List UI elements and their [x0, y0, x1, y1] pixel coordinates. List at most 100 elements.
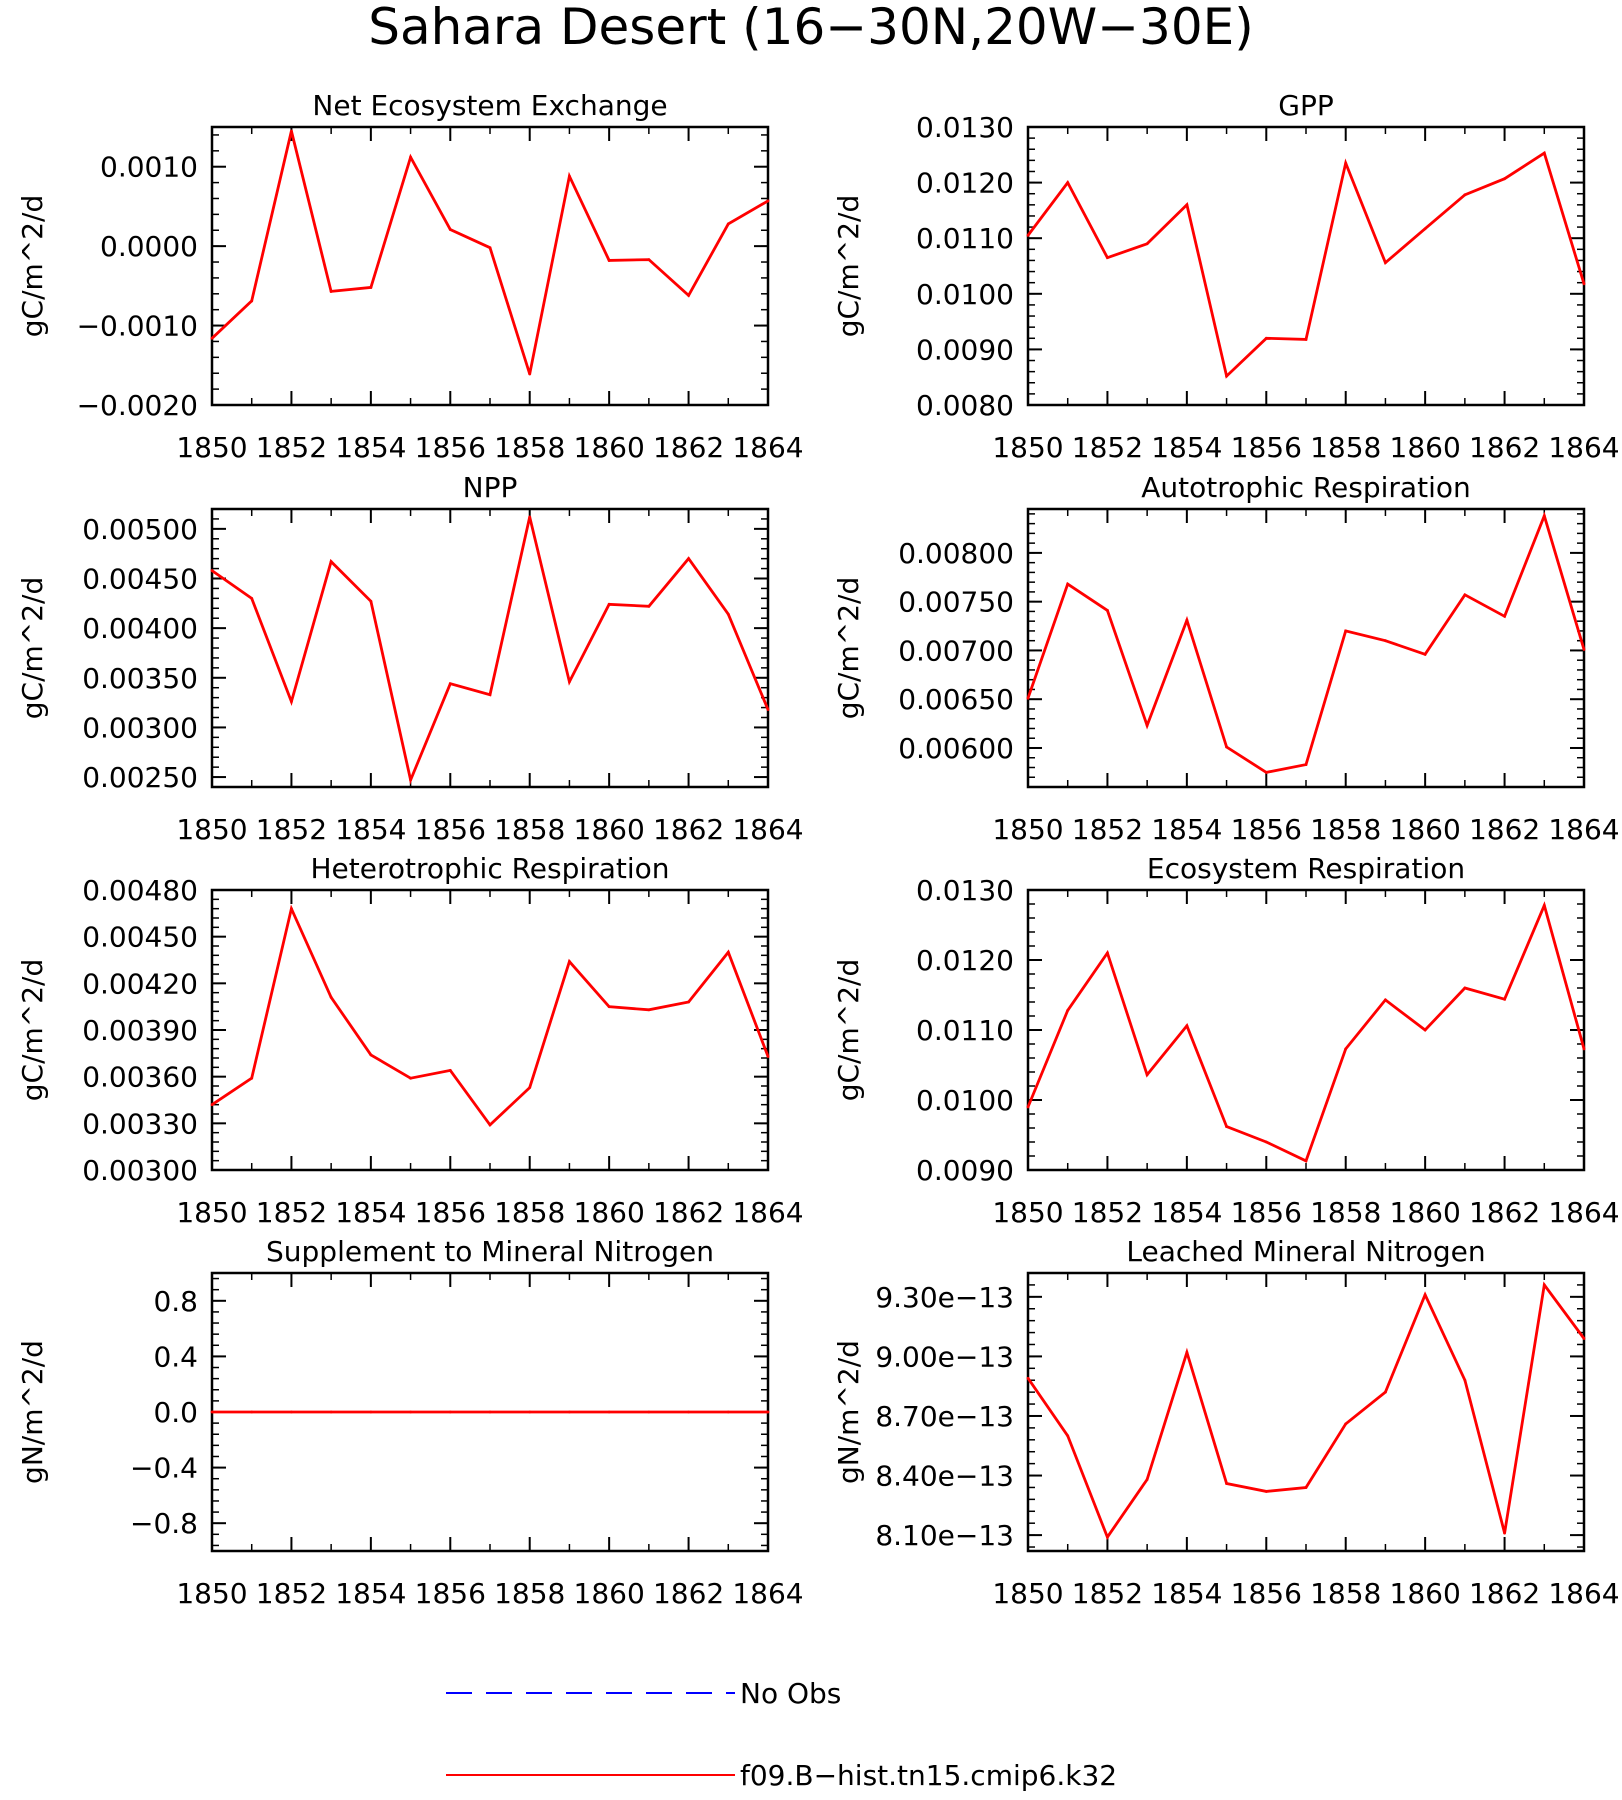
x-tick-label: 1852 — [1072, 1577, 1143, 1610]
y-tick-label: 0.0130 — [916, 111, 1014, 144]
x-tick-label: 1854 — [1151, 1577, 1222, 1610]
x-tick-label: 1864 — [732, 813, 803, 846]
panel-title: Net Ecosystem Exchange — [312, 89, 667, 122]
data-point — [210, 1103, 214, 1107]
y-tick-label: 0.00350 — [82, 662, 198, 695]
data-point — [210, 336, 214, 340]
y-tick-label: 0.0080 — [916, 389, 1014, 422]
x-tick-label: 1852 — [256, 1196, 327, 1229]
panel-4: Autotrophic Respiration gC/m^2/d 0.00600 0.… — [832, 471, 1620, 846]
x-tick-label: 1858 — [1310, 1577, 1381, 1610]
data-point — [1503, 997, 1506, 1001]
data-point — [210, 569, 214, 572]
plot-frame — [210, 507, 770, 789]
x-tick-label: 1860 — [1390, 1196, 1461, 1229]
x-tick-label: 1860 — [574, 431, 645, 464]
y-tick-label: 0.00450 — [82, 563, 198, 596]
data-point — [1542, 151, 1546, 155]
y-tick-label: 0.0090 — [916, 1154, 1014, 1187]
x-tick-label: 1864 — [1548, 1577, 1619, 1610]
data-point — [607, 1005, 611, 1009]
x-tick-label: 1864 — [732, 431, 803, 464]
x-tick-label: 1860 — [574, 813, 645, 846]
y-tick-label: −0.0020 — [77, 389, 198, 422]
x-tick-label: 1862 — [653, 813, 724, 846]
x-tick-label: 1856 — [415, 1196, 486, 1229]
data-point — [766, 708, 770, 711]
data-point — [647, 258, 651, 262]
data-point — [329, 995, 333, 999]
y-tick-label: 0.00250 — [82, 761, 198, 794]
data-point — [1304, 763, 1308, 766]
data-point — [290, 129, 293, 133]
data-point — [726, 1410, 730, 1414]
y-tick-label: 0.0130 — [916, 874, 1014, 907]
x-tick-label: 1850 — [992, 1577, 1063, 1610]
y-axis-label: gC/m^2/d — [16, 577, 49, 720]
y-tick-label: 0.00330 — [82, 1107, 198, 1140]
y-axis-label: gN/m^2/d — [832, 1340, 865, 1484]
y-tick-label: 0.0120 — [916, 944, 1014, 977]
x-tick-label: 1856 — [1231, 1196, 1302, 1229]
data-point — [1384, 261, 1387, 265]
y-tick-label: 0.00750 — [898, 586, 1014, 619]
x-tick-label: 1862 — [653, 1577, 724, 1610]
panel-5: Heterotrophic Respiration gC/m^2/d 0.00300… — [16, 852, 804, 1229]
data-point — [1423, 1293, 1427, 1297]
data-point — [1542, 904, 1546, 907]
y-tick-label: 9.00e−13 — [875, 1340, 1014, 1373]
series-line — [1026, 150, 1586, 379]
x-tick-label: 1854 — [1151, 1196, 1222, 1229]
data-point — [448, 228, 452, 231]
panel-7: Supplement to Mineral Nitrogen gN/m^2/d −0… — [16, 1235, 804, 1610]
x-tick-label: 1856 — [1231, 813, 1302, 846]
data-point — [1384, 639, 1387, 643]
x-tick-label: 1854 — [1151, 431, 1222, 464]
data-point — [290, 700, 293, 704]
series-line — [211, 516, 770, 785]
data-point — [1344, 1422, 1348, 1426]
legend-entry: f09.B−hist.tn15.cmip6.k32 — [446, 1759, 1117, 1792]
plot-frame — [210, 125, 770, 407]
data-point — [1463, 986, 1467, 990]
y-tick-label: −0.0010 — [77, 310, 198, 343]
main-title: Sahara Desert (16−30N,20W−30E) — [368, 0, 1254, 56]
x-tick-label: 1850 — [176, 1577, 247, 1610]
x-tick-label: 1860 — [1390, 1577, 1461, 1610]
y-tick-label: 0.00600 — [898, 732, 1014, 765]
x-tick-label: 1858 — [494, 1577, 565, 1610]
data-point — [1264, 1140, 1268, 1144]
data-point — [1582, 648, 1586, 651]
data-point — [1304, 337, 1308, 341]
data-point — [766, 1410, 770, 1414]
data-point — [687, 1000, 690, 1004]
data-point — [528, 515, 532, 519]
x-tick-label: 1854 — [335, 431, 406, 464]
y-tick-label: 0.0010 — [100, 151, 198, 184]
data-point — [329, 1410, 333, 1414]
y-tick-label: 0.0100 — [916, 1084, 1014, 1117]
data-point — [329, 560, 333, 564]
data-point — [1423, 652, 1427, 656]
data-point — [290, 1410, 293, 1414]
data-point — [528, 372, 532, 376]
y-tick-label: 0.00300 — [82, 711, 198, 744]
y-tick-label: 0.0110 — [916, 222, 1014, 255]
x-tick-label: 1850 — [992, 431, 1063, 464]
data-point — [1185, 1351, 1189, 1354]
plot-frame — [210, 888, 770, 1172]
x-tick-label: 1852 — [1072, 813, 1143, 846]
legend-entry: No Obs — [446, 1677, 841, 1710]
data-point — [1106, 1535, 1109, 1539]
y-tick-label: 0.0110 — [916, 1014, 1014, 1047]
y-axis-label: gC/m^2/d — [16, 959, 49, 1102]
panel-title: Ecosystem Respiration — [1147, 852, 1465, 885]
series-line — [1026, 1281, 1586, 1541]
y-axis-label: gC/m^2/d — [832, 959, 865, 1102]
x-tick-label: 1856 — [1231, 431, 1302, 464]
panel-title: Autotrophic Respiration — [1141, 471, 1470, 504]
y-tick-label: 0.00480 — [82, 874, 198, 907]
x-tick-label: 1860 — [1390, 431, 1461, 464]
x-tick-label: 1862 — [1469, 1196, 1540, 1229]
